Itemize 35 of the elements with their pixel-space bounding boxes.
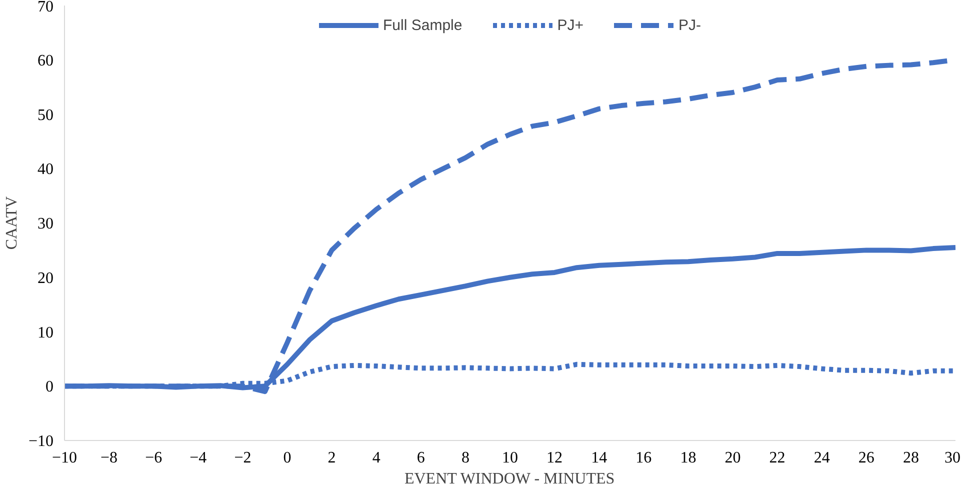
x-tick-label: −2 [234, 450, 252, 466]
x-tick-label: 30 [944, 450, 960, 466]
x-tick-label: 20 [724, 450, 741, 466]
x-tick-label: 10 [502, 450, 518, 466]
y-tick-label: −10 [28, 433, 54, 450]
y-tick-label: 40 [38, 161, 54, 178]
legend-label: Full Sample [383, 16, 462, 34]
y-axis-title: CAATV [3, 196, 20, 250]
y-tick-label: 50 [38, 106, 54, 124]
y-tick-label: 0 [46, 378, 54, 396]
x-tick-label: −8 [100, 450, 118, 466]
y-tick-label: 30 [38, 216, 54, 232]
x-tick-label: −10 [52, 450, 78, 466]
x-tick-label: 26 [858, 450, 874, 466]
x-tick-label: 8 [461, 450, 470, 466]
x-tick-label: 6 [416, 450, 425, 466]
x-tick-label: 12 [546, 450, 563, 466]
y-tick-label: 20 [38, 270, 54, 287]
x-tick-label: 4 [372, 450, 380, 466]
x-tick-label: 28 [902, 450, 919, 466]
legend-label: PJ- [678, 16, 701, 34]
x-tick-label: −4 [190, 450, 207, 466]
x-tick-label: 0 [283, 450, 292, 466]
y-tick-label: 60 [38, 52, 54, 70]
x-tick-label: −6 [145, 450, 162, 466]
x-tick-label: 16 [636, 450, 652, 466]
x-tick-label: 2 [328, 450, 336, 466]
x-tick-label: 18 [680, 450, 696, 466]
legend-label: PJ+ [557, 16, 584, 34]
x-tick-label: 22 [769, 450, 786, 466]
y-tick-label: 70 [38, 0, 54, 16]
y-tick-label: 10 [38, 324, 54, 342]
x-tick-label: 14 [591, 450, 608, 466]
x-tick-label: 24 [814, 450, 830, 466]
x-axis-title: EVENT WINDOW - MINUTES [404, 470, 615, 488]
